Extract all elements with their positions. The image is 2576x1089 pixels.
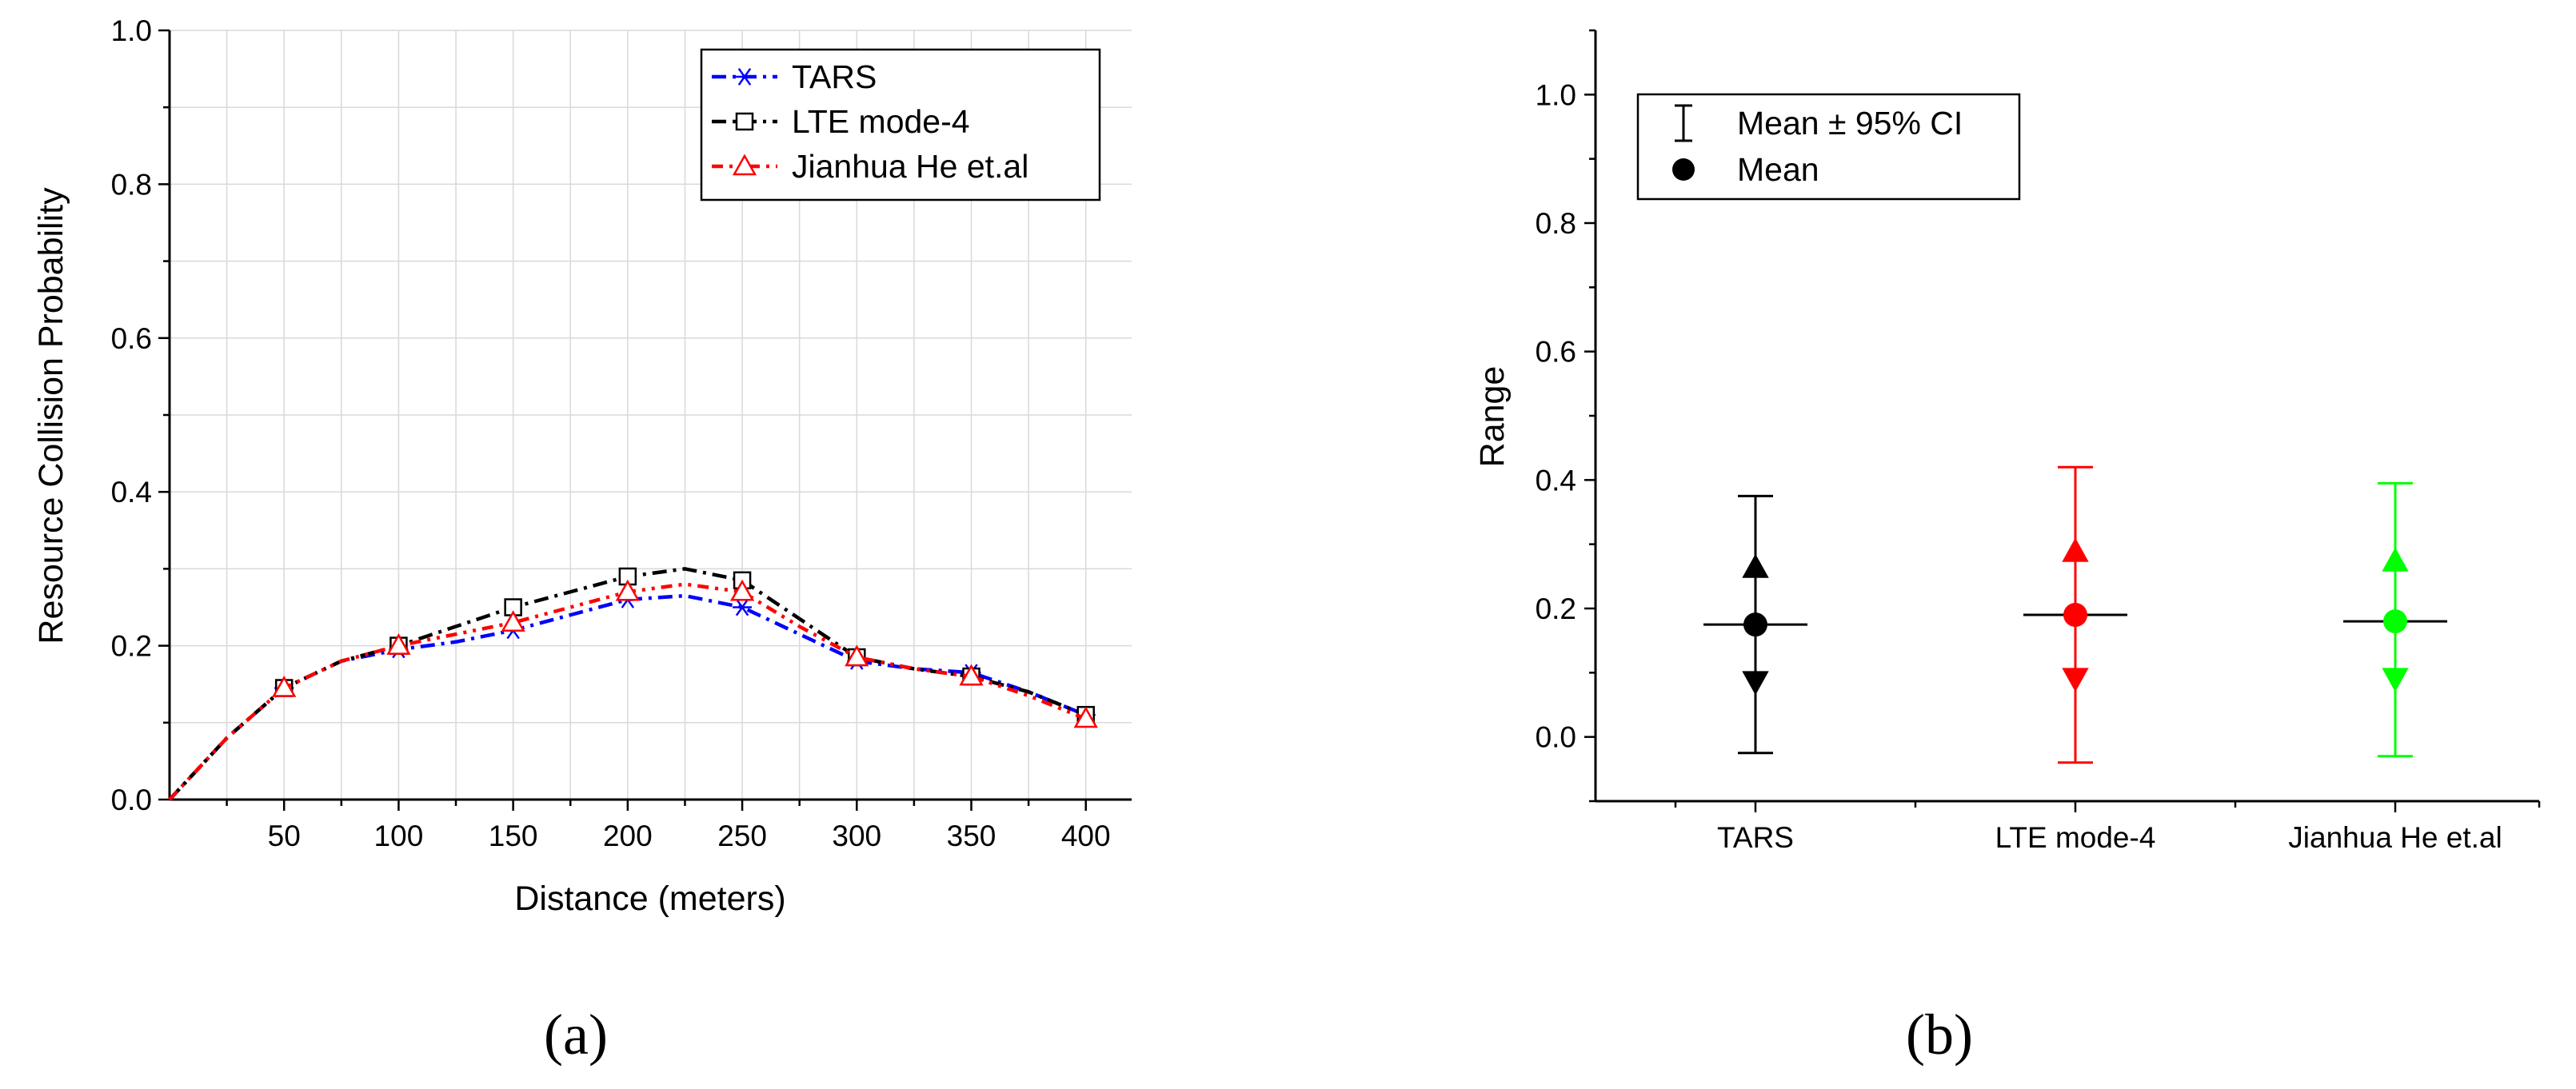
upper-triangle-marker — [2062, 537, 2089, 562]
plot-a-legend: TARS LTE mode-4 Jianhua He et.al — [700, 48, 1101, 201]
plot-a-series — [168, 567, 1098, 801]
panel-b-errorbar-chart: 0.0 0.2 0.4 0.6 0.8 1.0 TARS LTE mode-4 Jianhua … — [1473, 29, 2541, 1067]
lower-triangle-marker — [2062, 668, 2089, 692]
y-tick-label: 1.0 — [111, 14, 152, 47]
series-jianhua-he-et-al — [168, 579, 1098, 801]
plot-b-ticks: 0.0 0.2 0.4 0.6 0.8 1.0 TARS LTE mode-4 Jianhua … — [1536, 29, 2541, 854]
legend-mean-marker — [1672, 158, 1695, 181]
legend-item-mean: Mean — [1672, 151, 1819, 188]
legend-item: TARS — [712, 58, 877, 95]
marker-asterisk — [735, 598, 749, 616]
legend-label: Mean — [1737, 151, 1819, 188]
x-tick-label: 200 — [603, 820, 653, 852]
mean-marker — [2383, 609, 2407, 634]
marker-triangle — [272, 675, 297, 697]
x-tick-label: 300 — [832, 820, 881, 852]
plot-a-ticks: 50 100 150 200 250 300 350 400 0.0 0.2 0.4 0.6 0.8 1.… — [111, 14, 1111, 852]
legend-box — [700, 48, 1101, 201]
marker-triangle — [615, 579, 640, 601]
y-tick-label: 0.8 — [111, 168, 152, 201]
marker-triangle — [501, 610, 525, 632]
marker-triangle — [732, 154, 757, 176]
y-tick-label: 0.8 — [1536, 207, 1576, 240]
y-tick-label: 0.0 — [111, 784, 152, 816]
plot-a-ylabel: Resource Collision Probability — [32, 187, 70, 644]
marker-triangle — [386, 633, 411, 655]
panel-b-label: (b) — [1906, 1003, 1973, 1067]
y-tick-label: 0.6 — [1536, 336, 1576, 369]
lower-triangle-marker — [2382, 668, 2409, 692]
marker-triangle — [959, 664, 984, 686]
y-tick-label: 0.0 — [1536, 721, 1576, 754]
legend-box — [1636, 93, 2021, 201]
x-tick-label: 100 — [374, 820, 424, 852]
x-tick-label: LTE mode-4 — [1995, 821, 2156, 854]
y-tick-label: 0.4 — [1536, 464, 1576, 497]
y-tick-label: 0.4 — [111, 476, 152, 509]
marker-triangle — [729, 579, 755, 601]
marker-triangle — [845, 644, 869, 667]
legend-item: Jianhua He et.al — [712, 148, 1028, 185]
errorbar-jianhua-he-et-al — [2343, 481, 2447, 758]
x-tick-label: 400 — [1061, 820, 1111, 852]
plot-b-series — [1703, 465, 2447, 764]
legend-item-ci: Mean ± 95% CI — [1675, 104, 1963, 142]
y-tick-label: 0.2 — [111, 630, 152, 663]
legend-label: Mean ± 95% CI — [1737, 105, 1963, 142]
lower-triangle-marker — [1742, 671, 1769, 696]
upper-triangle-marker — [1742, 553, 1769, 578]
x-tick-label: 150 — [489, 820, 538, 852]
y-tick-label: 0.6 — [111, 322, 152, 355]
mean-marker — [2063, 603, 2087, 628]
x-tick-label: 250 — [717, 820, 767, 852]
x-tick-label: 350 — [947, 820, 996, 852]
legend-item: LTE mode-4 — [712, 103, 970, 140]
plot-a-grid — [170, 30, 1132, 800]
legend-label: LTE mode-4 — [792, 103, 970, 140]
plot-a-xlabel: Distance (meters) — [514, 880, 785, 918]
marker-square — [735, 112, 754, 131]
panel-a-line-chart: 50 100 150 200 250 300 350 400 0.0 0.2 0.4 0.6 0.8 1.… — [32, 14, 1132, 1067]
marker-asterisk — [737, 68, 752, 86]
legend-label: TARS — [792, 58, 877, 95]
y-tick-label: 0.2 — [1536, 592, 1576, 625]
upper-triangle-marker — [2382, 547, 2409, 572]
plot-b-ylabel: Range — [1473, 366, 1512, 468]
errorbar-lte-mode-4 — [2023, 465, 2127, 764]
mean-marker — [1743, 612, 1767, 637]
errorbar-tars — [1703, 494, 1807, 755]
plot-b-legend: Mean ± 95% CI Mean — [1636, 93, 2021, 201]
panel-a-label: (a) — [544, 1003, 608, 1067]
legend-label: Jianhua He et.al — [792, 148, 1028, 185]
y-tick-label: 1.0 — [1536, 78, 1576, 111]
x-tick-label: Jianhua He et.al — [2288, 821, 2502, 854]
x-tick-label: TARS — [1717, 821, 1794, 854]
x-tick-label: 50 — [268, 820, 301, 852]
marker-triangle — [1073, 706, 1098, 728]
